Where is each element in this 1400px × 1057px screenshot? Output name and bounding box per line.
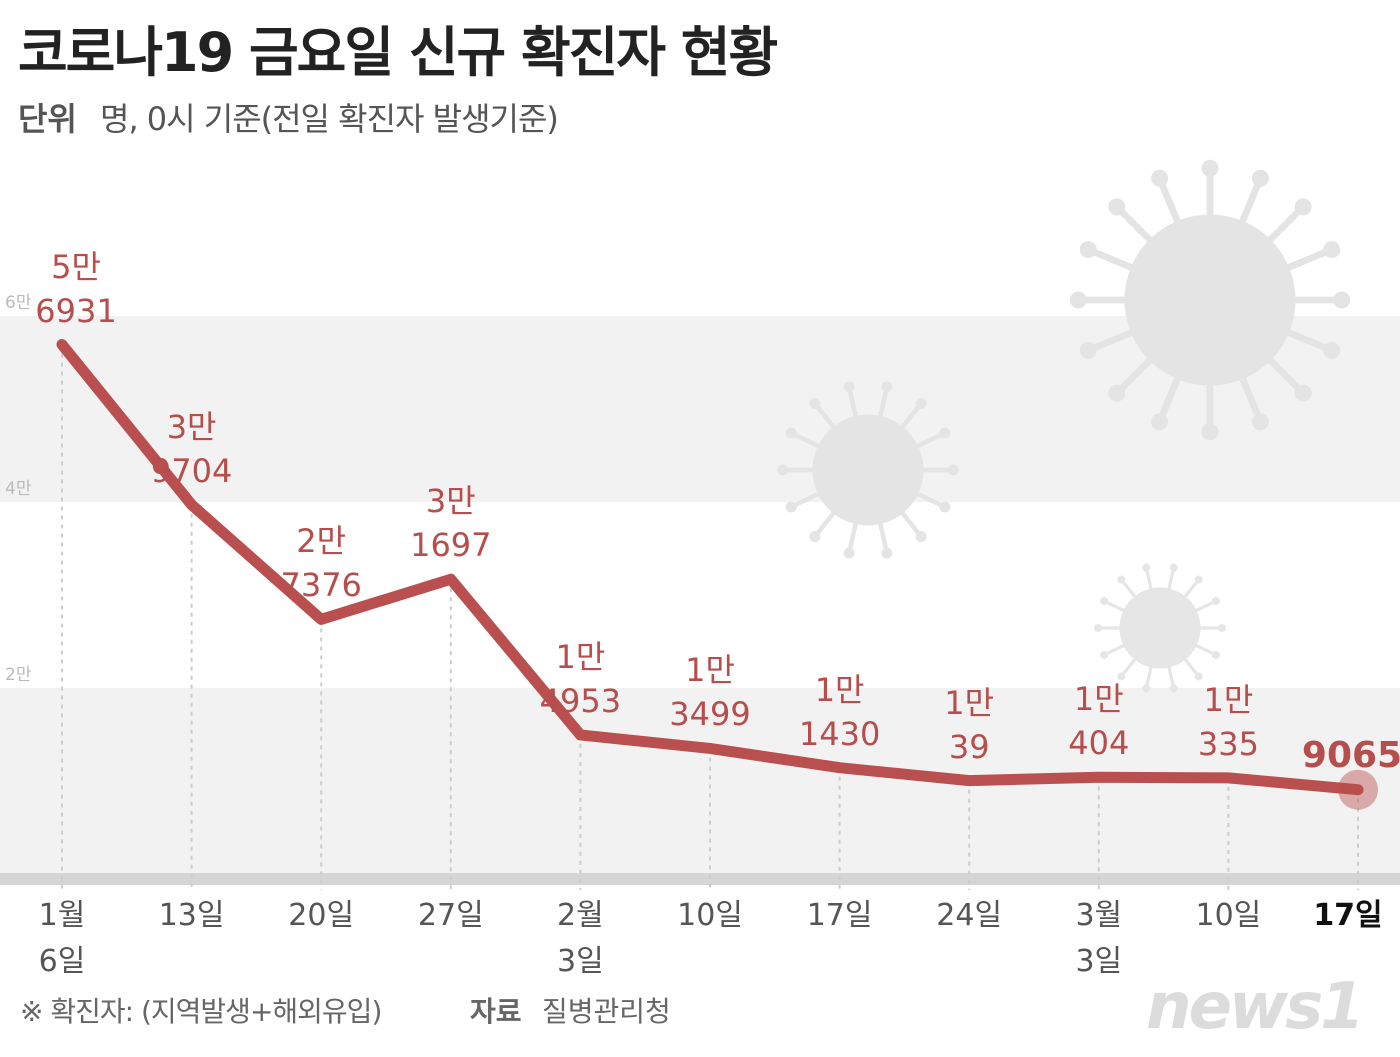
x-tick-label: 27일 (417, 898, 484, 933)
virus-tip (1323, 241, 1341, 259)
virus-tip (1079, 341, 1097, 359)
virus-tip (1142, 684, 1151, 693)
x-tick-label: 2월 3일 (557, 898, 604, 979)
source: 질병관리청 (542, 995, 671, 1028)
virus-tip (1201, 423, 1219, 441)
x-tick-label: 10일 (1195, 898, 1262, 933)
y-tick-label: 4만 (5, 479, 32, 499)
virus-tip (1108, 384, 1126, 402)
virus-tip (947, 464, 959, 476)
x-tick-label: 1월 6일 (38, 898, 86, 979)
unit-text: 명, 0시 기준(전일 확진자 발생기준) (100, 100, 559, 138)
virus-tip (1194, 672, 1203, 681)
virus-tip (1069, 291, 1087, 309)
x-tick-label: 10일 (677, 898, 743, 933)
title: 코로나19 금요일 신규 확진자 현황 (18, 21, 778, 84)
virus-tip (1142, 563, 1151, 572)
virus-tip (1251, 413, 1269, 431)
virus-tip (843, 547, 855, 559)
virus-icon (1094, 563, 1226, 693)
virus-tip (939, 501, 951, 513)
y-tick-label: 2만 (5, 665, 32, 685)
virus-tip (1211, 597, 1220, 606)
data-label: 1만 39 (944, 683, 995, 766)
data-label: 1만 4953 (539, 637, 622, 720)
virus-tip (785, 427, 797, 439)
virus-tip (881, 381, 893, 393)
virus-tip (1194, 575, 1203, 584)
x-tick-label: 13일 (158, 898, 225, 933)
virus-tip (1100, 597, 1109, 606)
x-tick-label: 3월 3일 (1075, 898, 1123, 979)
virus-tip (1094, 624, 1102, 632)
data-label: 3만 1697 (410, 482, 492, 565)
virus-tip (1294, 198, 1312, 216)
virus-tip (1201, 159, 1219, 177)
virus-body (1119, 587, 1201, 669)
x-tick-label: 17일 (1313, 898, 1383, 933)
virus-tip (939, 427, 951, 439)
y-tick-label: 6만 (5, 293, 32, 313)
virus-tip (1079, 241, 1097, 259)
data-label: 2만 7376 (280, 522, 362, 605)
data-label: 9065 (1301, 734, 1400, 776)
virus-tip (1108, 198, 1126, 216)
data-label: 1만 1430 (798, 670, 881, 753)
data-label: 1만 404 (1068, 680, 1130, 763)
virus-tip (915, 397, 927, 409)
virus-tip (1169, 563, 1178, 572)
data-label: 5만 6931 (35, 247, 117, 330)
footnote: ※ 확진자: (지역발생+해외유입) (20, 995, 382, 1028)
virus-icon (777, 381, 959, 559)
virus-tip (777, 464, 789, 476)
virus-tip (809, 397, 821, 409)
virus-tip (1251, 169, 1269, 187)
virus-tip (1117, 672, 1126, 681)
virus-tip (915, 531, 927, 543)
x-tick-label: 20일 (288, 898, 355, 933)
virus-body (812, 414, 924, 526)
virus-tip (809, 531, 821, 543)
virus-tip (1218, 624, 1226, 632)
virus-tip (1151, 413, 1169, 431)
virus-tip (1100, 650, 1109, 659)
end-marker (1338, 769, 1378, 810)
logo: news1 (1146, 970, 1365, 1044)
line (56, 339, 1364, 796)
x-tick-label: 17일 (806, 898, 873, 933)
data-label: 1만 335 (1197, 680, 1259, 763)
virus-icon (1069, 159, 1351, 441)
virus-tip (1117, 575, 1126, 584)
virus-tip (785, 501, 797, 513)
virus-tip (1294, 384, 1312, 402)
unit-label: 단위 (18, 100, 77, 138)
virus-tip (1323, 341, 1341, 359)
virus-tip (1333, 291, 1351, 309)
virus-tip (843, 381, 855, 393)
data-label: 3만 9704 (150, 407, 233, 490)
virus-tip (1169, 684, 1178, 693)
x-axis (0, 873, 1400, 885)
virus-body (1124, 214, 1296, 386)
virus-tip (1151, 169, 1169, 187)
x-tick-label: 24일 (936, 898, 1003, 933)
data-label: 1만 3499 (669, 651, 751, 734)
virus-tip (1211, 650, 1220, 659)
source-label: 자료 (470, 995, 522, 1028)
virus-tip (881, 547, 893, 559)
